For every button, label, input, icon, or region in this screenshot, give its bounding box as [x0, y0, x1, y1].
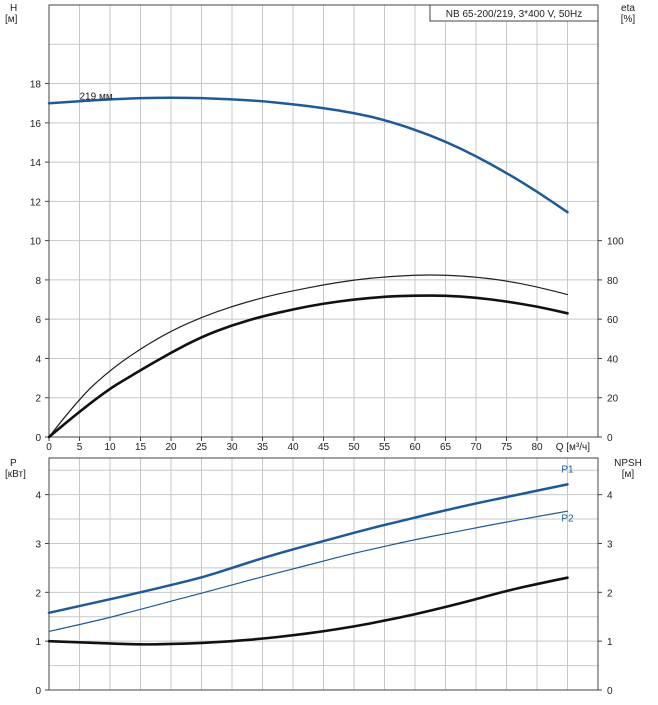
x-tick-label: 65 — [440, 442, 452, 453]
x-tick-label: 10 — [104, 442, 116, 453]
y-right-tick-label: 2 — [607, 588, 613, 599]
x-tick-label: 20 — [165, 442, 177, 453]
y-left-tick-label: 14 — [30, 158, 42, 169]
y-right-tick-label: 0 — [607, 686, 613, 697]
y-right-axis-label: eta — [621, 3, 635, 14]
series-line-0-0 — [47, 96, 569, 214]
x-tick-label: 0 — [46, 442, 52, 453]
y-right-tick-label: 1 — [607, 637, 613, 648]
y-right-axis-unit: [%] — [621, 14, 636, 25]
y-left-axis-label: H — [10, 3, 17, 14]
y-left-tick-label: 6 — [35, 315, 41, 326]
x-axis-label: Q [м³/ч] — [556, 442, 591, 453]
series-line-1-0 — [47, 483, 569, 615]
y-left-axis-unit: [кВт] — [5, 469, 26, 480]
y-right-tick-label: 100 — [607, 237, 624, 248]
x-tick-label: 60 — [409, 442, 421, 453]
y-right-tick-label: 20 — [607, 394, 619, 405]
y-left-tick-label: 4 — [35, 354, 41, 365]
y-left-axis-label: P — [10, 458, 17, 469]
curve-annotation: 219 мм — [80, 91, 113, 102]
y-right-tick-label: 80 — [607, 276, 619, 287]
y-right-tick-label: 4 — [607, 491, 613, 502]
y-left-axis-unit: [м] — [5, 14, 18, 25]
y-left-tick-label: 1 — [35, 637, 41, 648]
series-line-1-1 — [48, 510, 569, 632]
y-right-tick-label: 3 — [607, 539, 613, 550]
x-tick-label: 15 — [135, 442, 147, 453]
y-right-axis-unit: [м] — [622, 469, 635, 480]
x-tick-label: 5 — [77, 442, 83, 453]
y-right-tick-label: 60 — [607, 315, 619, 326]
curve-annotation: P1 — [561, 465, 574, 476]
x-tick-label: 75 — [501, 442, 513, 453]
series-line-1-2 — [47, 576, 569, 646]
y-left-tick-label: 0 — [35, 433, 41, 444]
x-tick-label: 80 — [531, 442, 543, 453]
x-tick-label: 45 — [318, 442, 330, 453]
x-tick-label: 35 — [257, 442, 269, 453]
chart-title: NB 65-200/219, 3*400 V, 50Hz — [446, 9, 582, 20]
x-tick-label: 50 — [348, 442, 360, 453]
title-box — [429, 4, 599, 22]
y-left-tick-label: 2 — [35, 394, 41, 405]
y-left-tick-label: 8 — [35, 276, 41, 287]
y-right-tick-label: 40 — [607, 354, 619, 365]
plot-frame — [48, 457, 599, 691]
x-tick-label: 70 — [470, 442, 482, 453]
x-tick-label: 40 — [287, 442, 299, 453]
y-left-tick-label: 4 — [35, 491, 41, 502]
y-left-tick-label: 16 — [30, 119, 42, 130]
y-right-tick-label: 0 — [607, 433, 613, 444]
y-left-tick-label: 10 — [30, 237, 42, 248]
y-left-tick-label: 2 — [35, 588, 41, 599]
x-tick-label: 55 — [379, 442, 391, 453]
y-left-tick-label: 12 — [30, 197, 42, 208]
curve-annotation: P2 — [561, 513, 574, 524]
series-line-0-1 — [48, 274, 569, 438]
x-tick-label: 25 — [196, 442, 208, 453]
x-tick-label: 30 — [226, 442, 238, 453]
y-left-tick-label: 18 — [30, 80, 42, 91]
y-left-tick-label: 0 — [35, 686, 41, 697]
y-left-tick-label: 3 — [35, 539, 41, 550]
series-line-0-2 — [47, 294, 569, 439]
y-right-axis-label: NPSH — [614, 458, 642, 469]
